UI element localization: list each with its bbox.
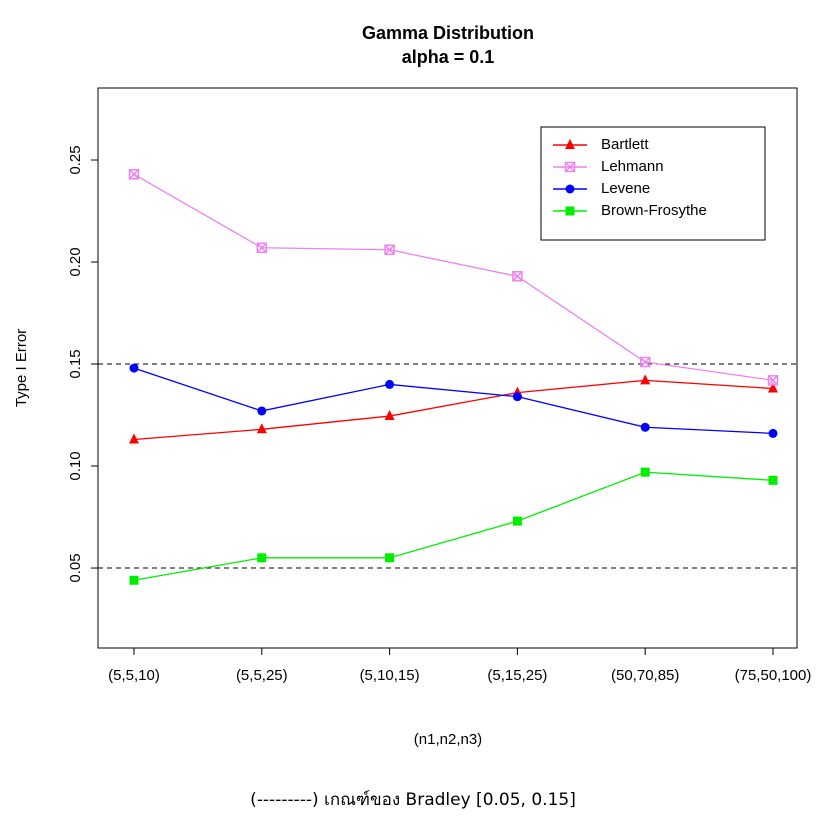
marker xyxy=(565,139,575,149)
marker xyxy=(565,184,575,194)
x-tick-label: (5,5,10) xyxy=(108,667,160,684)
marker-cross xyxy=(640,356,651,368)
marker xyxy=(564,161,576,173)
marker xyxy=(384,244,395,256)
x-tick-label: (50,70,85) xyxy=(611,667,679,684)
marker-box xyxy=(512,271,523,282)
marker-cross xyxy=(512,271,523,282)
marker xyxy=(640,422,650,432)
marker-cross xyxy=(256,242,267,253)
y-tick-label: 0.20 xyxy=(67,247,84,276)
marker-cross xyxy=(384,244,395,255)
series-line xyxy=(133,471,774,581)
marker xyxy=(384,410,395,421)
y-tick-label: 0.15 xyxy=(67,349,84,378)
marker xyxy=(639,356,651,368)
marker xyxy=(512,271,523,282)
chart-subtitle: alpha = 0.1 xyxy=(402,47,495,67)
marker xyxy=(257,406,267,416)
plot-frame xyxy=(97,87,798,649)
marker xyxy=(512,392,522,402)
series-line xyxy=(133,379,774,441)
marker xyxy=(129,575,139,585)
marker-cross xyxy=(128,169,140,180)
legend: Bartlett Lehmann Levene Brown-Frosythe xyxy=(540,126,766,241)
marker xyxy=(256,242,268,253)
marker-cross xyxy=(564,161,576,173)
marker xyxy=(385,553,395,563)
y-tick-label: 0.25 xyxy=(67,145,84,174)
y-tick-label: 0.10 xyxy=(67,451,84,480)
marker xyxy=(129,433,139,444)
y-tick-label: 0.05 xyxy=(67,553,84,582)
series-line xyxy=(133,367,774,435)
marker-box xyxy=(639,356,651,368)
chart-title: Gamma Distribution xyxy=(362,23,534,43)
marker xyxy=(257,553,267,563)
x-tick-label: (5,5,25) xyxy=(236,667,288,684)
legend-label: Levene xyxy=(601,180,650,197)
series-line xyxy=(133,173,774,381)
y-axis-label: Type I Error xyxy=(13,329,30,407)
marker-cross xyxy=(767,375,779,386)
marker xyxy=(768,475,778,485)
marker-box xyxy=(128,169,140,180)
marker xyxy=(565,206,575,216)
marker-box xyxy=(767,375,779,386)
marker xyxy=(129,363,139,373)
legend-label: Lehmann xyxy=(601,158,664,175)
marker xyxy=(640,467,650,477)
marker xyxy=(767,375,779,386)
marker-box xyxy=(384,244,395,256)
x-tick-label: (5,15,25) xyxy=(487,667,547,684)
legend-label: Bartlett xyxy=(601,136,649,153)
marker xyxy=(768,382,778,393)
marker xyxy=(256,423,267,434)
marker xyxy=(768,428,778,438)
marker xyxy=(128,169,140,180)
x-tick-label: (5,10,15) xyxy=(360,667,420,684)
x-tick-label: (75,50,100) xyxy=(735,667,812,684)
marker-box xyxy=(256,242,268,253)
marker xyxy=(512,516,522,526)
caption: (---------) เกณฑ์ของ Bradley [0.05, 0.15… xyxy=(250,790,576,810)
marker xyxy=(640,374,651,385)
marker-box xyxy=(564,161,576,173)
marker xyxy=(385,379,395,389)
x-axis-label: (n1,n2,n3) xyxy=(414,731,482,748)
legend-label: Brown-Frosythe xyxy=(601,202,707,219)
legend-box xyxy=(540,126,766,241)
